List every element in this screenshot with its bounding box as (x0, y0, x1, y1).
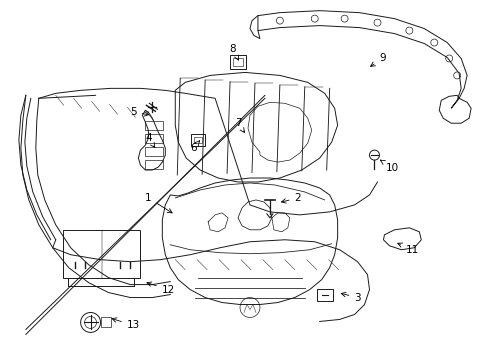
Text: 9: 9 (370, 54, 385, 66)
Text: 2: 2 (281, 193, 301, 203)
Text: 13: 13 (112, 318, 140, 330)
Bar (145, 134, 163, 143)
Bar (191, 134, 205, 146)
Text: 1: 1 (145, 193, 172, 213)
Bar (229, 55, 245, 69)
Text: 11: 11 (397, 243, 418, 255)
Text: 5: 5 (130, 107, 148, 117)
Bar (101, 318, 110, 328)
Text: 3: 3 (341, 292, 360, 302)
Text: 10: 10 (380, 160, 398, 173)
Bar (145, 121, 163, 130)
Bar (316, 289, 332, 301)
Bar (62, 230, 140, 278)
Text: 7: 7 (234, 118, 244, 132)
Bar (145, 147, 163, 156)
Bar (145, 160, 163, 169)
Text: 4: 4 (145, 133, 155, 147)
Text: 12: 12 (146, 282, 175, 294)
Text: 8: 8 (229, 44, 238, 60)
Bar (233, 58, 243, 67)
Text: 6: 6 (189, 141, 199, 153)
Bar (194, 137, 202, 143)
